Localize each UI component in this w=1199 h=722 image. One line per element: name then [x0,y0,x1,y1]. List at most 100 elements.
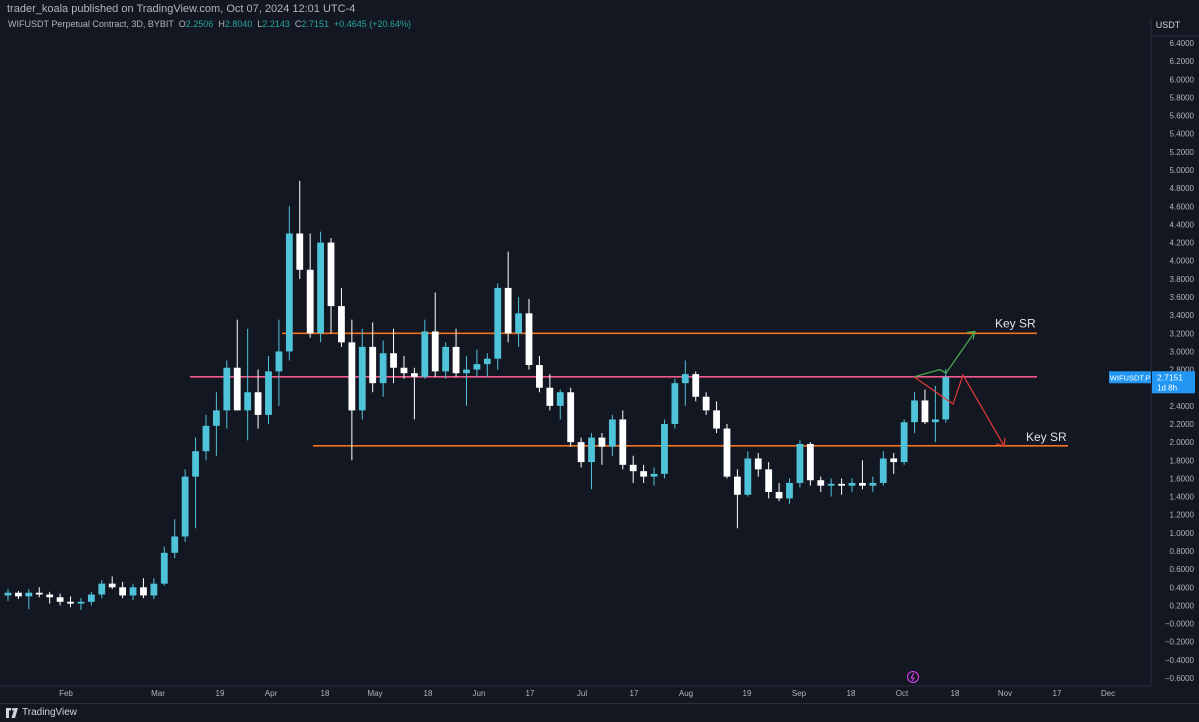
candle-body [650,473,658,477]
price-tick-label: 4.8000 [1170,184,1195,193]
candle-body [87,594,95,602]
candle-body [608,419,616,447]
candle-body [692,374,700,397]
symbol-badge-label: WIFUSDT.P [1110,373,1150,382]
candle-body [734,476,741,495]
candle-body [598,437,606,447]
price-tick-label: 4.6000 [1170,202,1195,211]
candle-body [452,346,460,374]
candle-body [483,358,491,365]
candle-body [4,592,12,596]
last-price-badge [1152,371,1195,394]
candle-body [754,458,762,470]
candle-body [306,269,314,334]
time-tick-label: Nov [998,689,1012,698]
candle-body [35,592,43,595]
time-tick-label: Sep [792,689,807,698]
candle-body [160,552,168,584]
price-tick-label: 2.0000 [1170,438,1195,447]
publish-header: trader_koala published on TradingView.co… [0,0,1199,18]
candle-body [546,387,554,406]
candle-body [254,392,262,415]
candle-body [744,458,752,495]
candle-body [619,419,627,465]
price-tick-label: 6.2000 [1170,57,1195,66]
candle-body [848,482,856,486]
candle-body [890,458,898,463]
time-tick-label: Dec [1101,689,1115,698]
candle-body [588,437,595,463]
price-tick-label: 5.6000 [1170,112,1195,121]
symbol-legend: WIFUSDT Perpetual Contract, 3D, BYBIT O2… [8,19,411,29]
high-value: 2.8040 [224,19,253,29]
candle-body [56,597,64,602]
candle-body [150,583,158,596]
candle-body [171,536,179,553]
candle-body [463,369,470,374]
candle-body [327,242,335,307]
price-tick-label: 3.2000 [1170,329,1195,338]
price-tick-label: 1.6000 [1170,474,1195,483]
close-value: 2.7151 [301,19,329,29]
price-tick-label: −0.4000 [1165,656,1195,665]
candle-body [275,351,283,372]
bearish-arrowhead-icon [995,437,1006,447]
time-tick-label: Oct [896,689,909,698]
candle-body [921,400,929,423]
candle-body [390,353,397,368]
price-tick-label: 1.0000 [1170,529,1195,538]
time-tick-label: 18 [951,689,960,698]
price-tick-label: 2.8000 [1170,366,1195,375]
candle-body [98,583,106,595]
open-value: 2.2506 [185,19,214,29]
candle-body [213,410,220,426]
candle-body [838,483,845,486]
time-tick-label: 19 [216,689,225,698]
price-tick-label: 4.0000 [1170,257,1195,266]
footer: TradingView [0,703,1199,722]
candle-body [202,425,210,452]
candle-body [879,458,887,483]
price-tick-label: 1.2000 [1170,511,1195,520]
candle-body [859,482,866,486]
candle-body [421,331,429,377]
bearish-arrow-path [913,373,1005,447]
candle-body [504,287,512,334]
price-tick-label: 3.0000 [1170,347,1195,356]
candle-body [358,346,366,411]
time-tick-label: Feb [59,689,73,698]
price-tick-label: −0.0000 [1165,620,1195,629]
price-tick-label: 0.2000 [1170,601,1195,610]
candle-body [536,365,543,388]
price-tick-label: 6.0000 [1170,75,1195,84]
candle-body [556,392,564,406]
time-tick-label: Apr [265,689,278,698]
symbol-name[interactable]: WIFUSDT Perpetual Contract, 3D, BYBIT [8,19,174,29]
currency-label: USDT [1156,20,1181,30]
time-tick-label: 18 [321,689,330,698]
candle-body [348,342,356,411]
price-tick-label: −0.6000 [1165,674,1195,683]
high-label: H [218,19,225,29]
time-tick-label: Mar [151,689,165,698]
bullish-arrow-path [913,331,976,378]
time-tick-label: 19 [743,689,752,698]
price-tick-label: 5.2000 [1170,148,1195,157]
key-levels [190,332,1068,447]
candle-body [817,480,825,486]
price-tick-label: 0.6000 [1170,565,1195,574]
footer-brand[interactable]: TradingView [22,707,78,718]
candle-body [723,428,731,477]
candle-body [46,594,54,598]
candle-body [775,492,783,499]
candle-body [67,601,74,604]
annotations: Key SR Key SR [907,316,1067,683]
candle-body [338,306,345,343]
price-tick-label: 3.4000 [1170,311,1195,320]
candle-body [567,392,575,443]
candles [4,180,950,610]
candle-body [911,400,918,423]
price-tick-label: 3.6000 [1170,293,1195,302]
candle-body [713,410,720,429]
